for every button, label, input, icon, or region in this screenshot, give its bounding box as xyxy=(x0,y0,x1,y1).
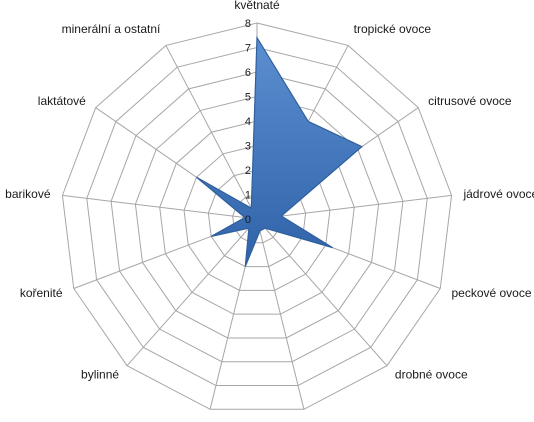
category-label: květnaté xyxy=(234,0,280,12)
tick-label: 5 xyxy=(245,92,251,104)
axis-spoke xyxy=(256,218,305,410)
grid-ring xyxy=(110,71,404,363)
grid-ring xyxy=(86,46,428,387)
grid-ring xyxy=(159,120,355,315)
category-label: jádrové ovoce xyxy=(462,187,534,201)
tick-label: 6 xyxy=(245,67,251,79)
category-label: bylinné xyxy=(81,368,119,382)
category-label: drobné ovoce xyxy=(395,368,468,382)
axis-spoke xyxy=(256,218,388,367)
tick-label: 7 xyxy=(245,43,251,55)
radial-tick-labels: 0 1 2 3 4 5 6 7 8 xyxy=(245,18,251,226)
category-label: peckové ovoce xyxy=(451,286,531,300)
category-label: citrusové ovoce xyxy=(428,94,512,108)
category-label: barikové xyxy=(5,187,51,201)
category-label: sušené a kandované ovoce xyxy=(307,420,453,422)
category-label: tropické ovoce xyxy=(354,22,432,36)
tick-label: 1 xyxy=(245,190,251,202)
tick-label: 3 xyxy=(245,141,251,153)
series-area xyxy=(196,35,363,267)
category-label: laktátové xyxy=(38,94,86,108)
axis-spoke xyxy=(62,194,258,220)
series-layer xyxy=(196,35,363,267)
axis-spoke xyxy=(256,194,452,220)
tick-label: 8 xyxy=(245,18,251,30)
tick-label: 0 xyxy=(245,214,251,226)
grid-ring xyxy=(61,22,453,410)
category-label: kořenité xyxy=(20,286,63,300)
category-label: karamelizované xyxy=(123,420,207,422)
axis-spoke xyxy=(126,218,258,367)
tick-label: 4 xyxy=(245,116,251,128)
tick-label: 2 xyxy=(245,165,251,177)
grid-ring xyxy=(134,95,380,339)
category-labels: květnaté tropické ovoce citrusové ovoce jád… xyxy=(5,0,534,422)
category-label: minerální a ostatní xyxy=(62,22,161,36)
axis-spoke xyxy=(165,45,258,220)
